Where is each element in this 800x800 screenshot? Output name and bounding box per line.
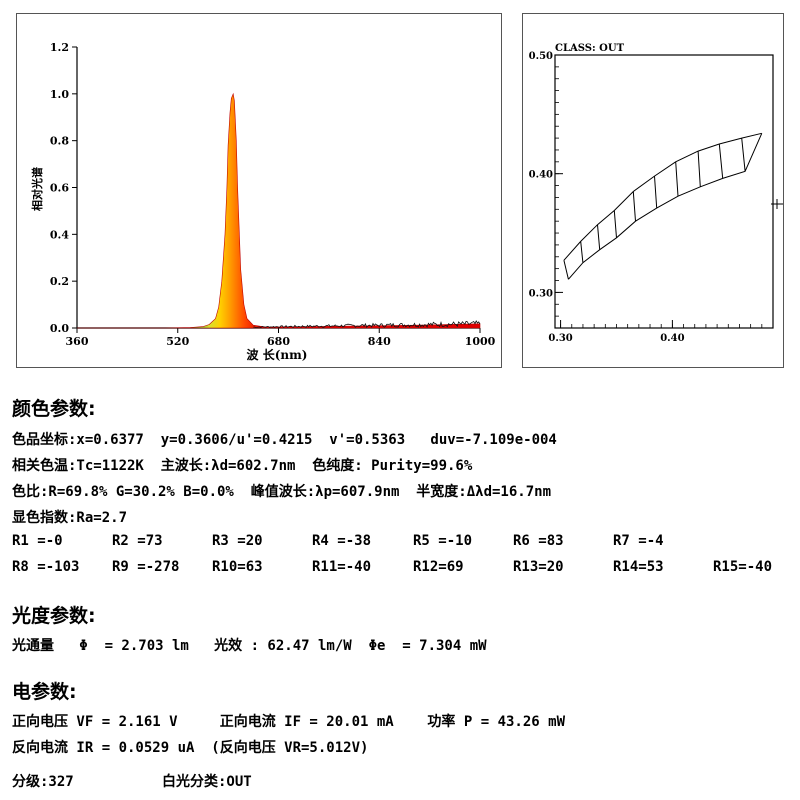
cri-row-1: R1 =-0 R2 =73 R3 =20 R4 =-38 R5 =-10 R6 … (12, 533, 792, 551)
x-tick-label: 1000 (465, 335, 496, 348)
x-tick-label: 0.30 (548, 333, 572, 344)
cri-value: R12=69 (413, 559, 464, 575)
cri-value: R10=63 (212, 559, 263, 575)
cri-value: R1 =-0 (12, 533, 63, 549)
cri-value: R5 =-10 (413, 533, 473, 549)
cie-class-label: CLASS: OUT (555, 43, 625, 54)
cie-plot-frame (554, 54, 774, 329)
spectrum-chart: 0.0 0.2 0.4 0.6 0.8 1.0 1.2 360 520 680 840 1000 相… (30, 41, 496, 362)
cri-value: R13=20 (513, 559, 564, 575)
cri-value: R15=-40 (713, 559, 773, 575)
reverse-line: 反向电流 IR = 0.0529 uA (反向电压 VR=5.012V) (12, 740, 369, 756)
color-section-title: 颜色参数: (12, 398, 96, 420)
y-tick-label: 0.40 (529, 170, 553, 181)
white-class-label: 白光分类:OUT (162, 774, 252, 790)
photometric-section-title: 光度参数: (12, 605, 96, 627)
y-tick-label: 0.4 (50, 228, 69, 241)
x-tick-label: 680 (267, 335, 290, 348)
spectrum-chart-panel: 0.0 0.2 0.4 0.6 0.8 1.0 1.2 360 520 680 840 1000 相… (16, 13, 502, 368)
y-tick-label: 0.2 (50, 275, 69, 288)
cri-value: R6 =83 (513, 533, 564, 549)
grade-label: 分级:327 (12, 774, 74, 790)
cct-line: 相关色温:Tc=1122K 主波长:λd=602.7nm 色纯度: Purity… (12, 458, 473, 474)
cri-value: R2 =73 (112, 533, 163, 549)
cri-row-2: R8 =-103 R9 =-278 R10=63 R11=-40 R12=69 … (12, 559, 792, 577)
y-tick-label: 1.0 (50, 88, 69, 101)
x-tick-label: 840 (368, 335, 391, 348)
x-tick-label: 520 (166, 335, 189, 348)
y-tick-label: 0.6 (50, 182, 69, 195)
electrical-section-title: 电参数: (12, 681, 77, 703)
y-tick-label: 0.0 (50, 322, 69, 335)
y-tick-label: 1.2 (50, 41, 69, 54)
cri-value: R7 =-4 (613, 533, 664, 549)
cie-bin-quadrilaterals (563, 132, 763, 280)
spectrum-noise-line (253, 320, 481, 329)
forward-line: 正向电压 VF = 2.161 V 正向电流 IF = 20.01 mA 功率 … (12, 714, 566, 730)
color-ratio-line: 色比:R=69.8% G=30.2% B=0.0% 峰值波长:λp=607.9n… (12, 484, 552, 500)
cri-value: R9 =-278 (112, 559, 180, 575)
x-axis-label: 波 长(nm) (247, 347, 308, 362)
cri-value: R8 =-103 (12, 559, 80, 575)
chromaticity-line: 色品坐标:x=0.6377 y=0.3606/u'=0.4215 v'=0.53… (12, 432, 557, 448)
x-tick-label: 360 (66, 335, 89, 348)
y-tick-label: 0.50 (529, 51, 553, 62)
cie-bin-chart: CLASS: OUT 0.30 0.40 0.30 0.40 0.50 (529, 43, 783, 344)
cri-value: R11=-40 (312, 559, 372, 575)
y-tick-label: 0.8 (50, 135, 69, 148)
cri-value: R4 =-38 (312, 533, 372, 549)
cri-value: R3 =20 (212, 533, 263, 549)
cie-bin-chart-panel: CLASS: OUT 0.30 0.40 0.30 0.40 0.50 (522, 13, 784, 368)
ra-line: 显色指数:Ra=2.7 (12, 510, 128, 526)
x-tick-label: 0.40 (660, 333, 684, 344)
cri-value: R14=53 (613, 559, 664, 575)
flux-line: 光通量 Φ = 2.703 lm 光效 : 62.47 lm/W Φe = 7.… (12, 638, 487, 654)
y-tick-label: 0.30 (529, 288, 553, 299)
spectrum-area (77, 92, 481, 329)
y-axis-label: 相对光谱 (30, 167, 44, 211)
